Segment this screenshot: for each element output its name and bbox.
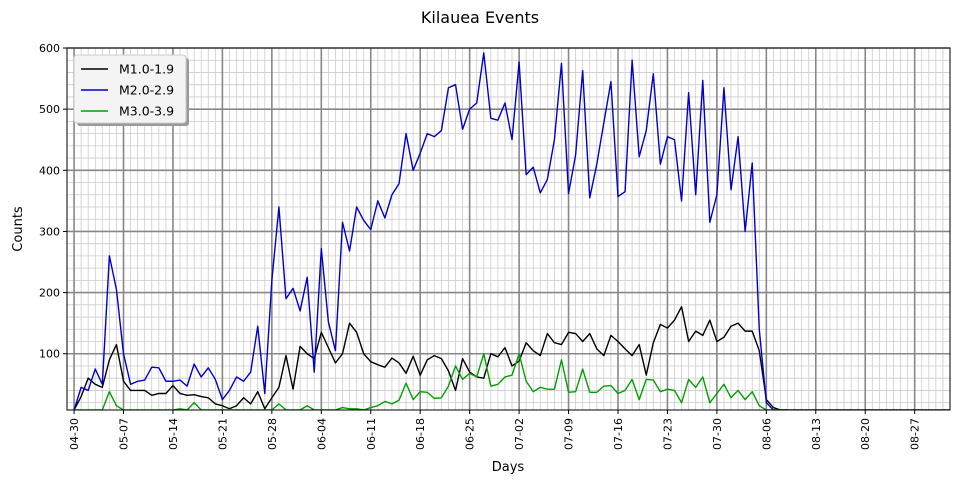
x-tick-label: 06-11	[365, 418, 378, 450]
x-tick-label: 05-21	[216, 418, 229, 450]
y-axis: 100 200 300 400 500 600	[39, 42, 67, 361]
y-axis-label: Counts	[11, 206, 26, 252]
x-tick-label: 07-23	[661, 418, 674, 450]
plot-frame	[66, 47, 951, 411]
x-tick-label: 05-07	[118, 418, 131, 450]
legend-label-m2-0-2-9: M2.0-2.9	[119, 83, 174, 98]
legend: M1.0-1.9 M2.0-2.9 M3.0-3.9	[73, 54, 189, 126]
x-tick-label: 04-30	[68, 418, 81, 450]
series-line-m3-0-3-9	[74, 353, 788, 410]
x-tick-label: 08-13	[810, 418, 823, 450]
x-tick-label: 08-27	[909, 418, 922, 450]
legend-label-m3-0-3-9: M3.0-3.9	[119, 104, 174, 119]
legend-box	[73, 54, 187, 124]
x-tick-label: 06-18	[414, 418, 427, 450]
x-tick-label: 07-09	[563, 418, 576, 450]
series-layer	[73, 52, 950, 410]
x-tick-label: 07-30	[711, 418, 724, 450]
major-grid	[67, 47, 950, 410]
y-tick-label: 400	[39, 164, 60, 177]
y-tick-label: 500	[39, 103, 60, 116]
series-line-m1-0-1-9	[73, 305, 950, 410]
chart-title: Kilauea Events	[421, 8, 539, 27]
y-tick-label: 300	[39, 225, 60, 238]
y-tick-label: 100	[39, 348, 60, 361]
x-tick-label: 08-06	[760, 418, 773, 450]
x-axis: 04-30 05-07 05-14 05-21 05-28 06-04 06-11 06-18…	[68, 410, 922, 450]
x-tick-label: 07-16	[612, 418, 625, 450]
y-tick-label: 600	[39, 42, 60, 55]
x-tick-label: 08-20	[859, 418, 872, 450]
x-tick-label: 05-28	[266, 418, 279, 450]
x-tick-label: 06-25	[464, 418, 477, 450]
legend-label-m1-0-1-9: M1.0-1.9	[119, 62, 174, 77]
x-tick-label: 05-14	[167, 418, 180, 450]
x-tick-label: 06-04	[315, 418, 328, 450]
series-line-m2-0-2-9	[73, 52, 788, 410]
x-axis-label: Days	[492, 460, 525, 475]
y-tick-label: 200	[39, 287, 60, 300]
x-tick-label: 07-02	[513, 418, 526, 450]
